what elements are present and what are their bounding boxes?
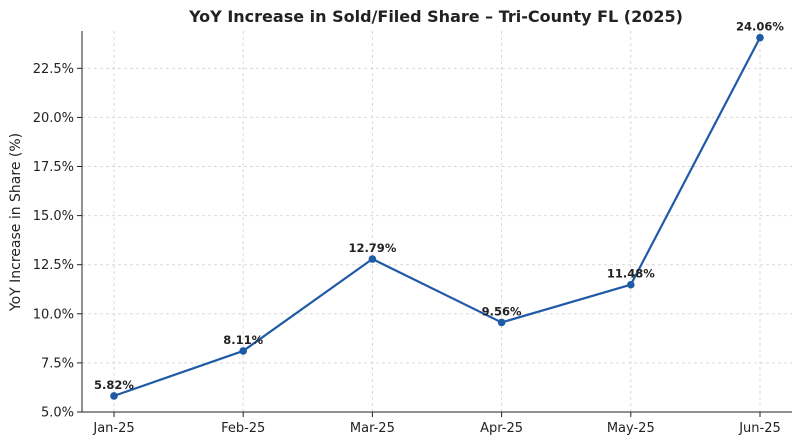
data-label: 24.06% xyxy=(736,20,784,34)
y-tick-label: 7.5% xyxy=(41,356,74,371)
data-point xyxy=(497,318,506,327)
x-tick-label: Feb-25 xyxy=(221,421,265,436)
grid xyxy=(82,31,792,413)
series-line xyxy=(113,37,761,397)
axes xyxy=(81,31,792,413)
data-label: 11.48% xyxy=(607,267,655,281)
data-point xyxy=(627,280,635,289)
y-tick-label: 20.0% xyxy=(33,111,74,126)
data-label: 8.11% xyxy=(223,333,263,347)
data-point xyxy=(756,33,764,42)
data-label: 5.82% xyxy=(94,378,134,392)
y-tick-label: 17.5% xyxy=(33,160,74,175)
data-point xyxy=(110,392,118,400)
data-label: 9.56% xyxy=(482,304,522,318)
data-label: 12.79% xyxy=(348,241,396,255)
y-axis-label: YoY Increase in Share (%) xyxy=(8,133,24,312)
x-tick-label: Jun-25 xyxy=(738,421,781,436)
data-point xyxy=(368,255,377,263)
y-tick-label: 12.5% xyxy=(33,258,74,273)
y-tick-label: 10.0% xyxy=(33,307,74,322)
data-labels: 5.82% 8.11% 12.79% 9.56% 11.48% 24.06% xyxy=(94,20,784,392)
y-tick-label: 22.5% xyxy=(33,62,74,77)
chart-title: YoY Increase in Sold/Filed Share – Tri-C… xyxy=(188,7,683,26)
x-tick-label: Apr-25 xyxy=(480,421,523,436)
y-tick-label: 5.0% xyxy=(41,406,74,421)
data-point xyxy=(239,347,247,355)
x-tick-label: May-25 xyxy=(607,421,655,436)
x-axis-ticks: Jan-25 Feb-25 Mar-25 Apr-25 May-25 Jun-25 xyxy=(92,412,781,436)
y-axis-ticks: 5.0% 7.5% 10.0% 12.5% 15.0% 17.5% 20.0% 22.5% xyxy=(33,62,82,421)
y-tick-label: 15.0% xyxy=(33,209,74,224)
x-tick-label: Jan-25 xyxy=(92,421,134,436)
series-layer xyxy=(110,33,764,400)
x-tick-label: Mar-25 xyxy=(350,421,395,436)
